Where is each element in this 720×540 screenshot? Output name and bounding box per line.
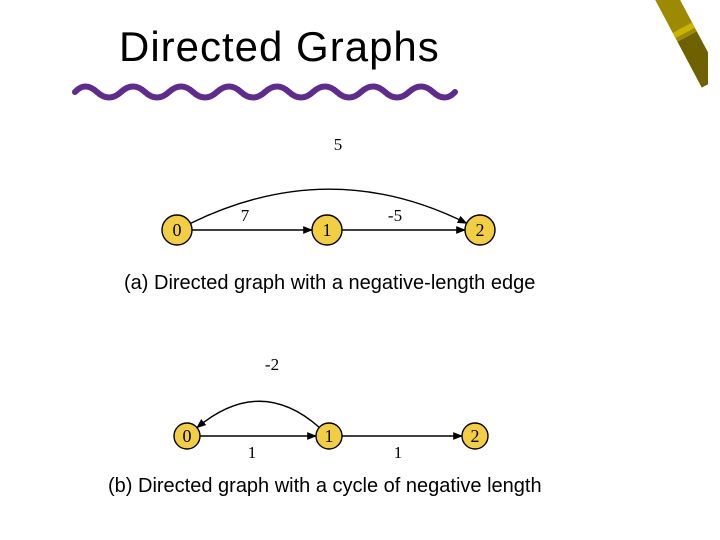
title-underline [70, 77, 480, 107]
caption-a: (a) Directed graph with a negative-lengt… [124, 272, 535, 295]
diagram-a: 0 1 2 7 -5 5 [120, 135, 540, 255]
edge-label: 1 [394, 443, 403, 460]
diagram-b: 0 1 2 1 1 -2 [140, 340, 520, 460]
node-label: 2 [476, 220, 485, 240]
node-label: 2 [471, 426, 480, 446]
edge-label: 5 [334, 135, 343, 154]
page-title: Directed Graphs [119, 23, 440, 71]
edge-label: 1 [248, 443, 257, 460]
edge-label: -2 [265, 355, 279, 374]
node-label: 1 [323, 220, 332, 240]
edge-label: -5 [388, 206, 402, 225]
crayon-icon [638, 0, 708, 100]
edge-label: 7 [241, 206, 250, 225]
node-label: 1 [325, 426, 334, 446]
caption-b: (b) Directed graph with a cycle of negat… [108, 475, 542, 498]
node-label: 0 [183, 426, 192, 446]
node-label: 0 [173, 220, 182, 240]
